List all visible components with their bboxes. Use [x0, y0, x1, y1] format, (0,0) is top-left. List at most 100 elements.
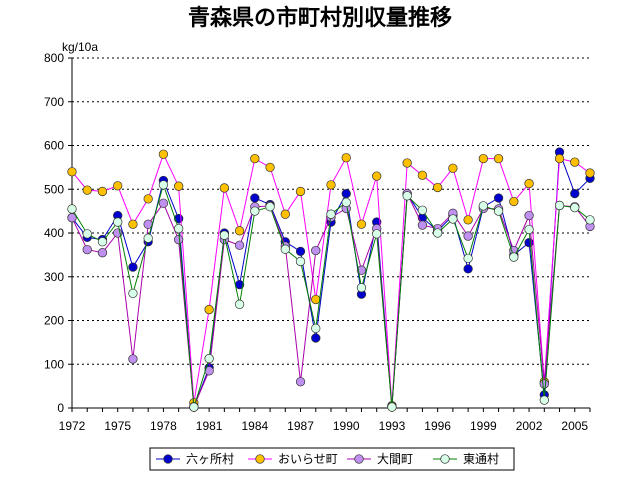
legend: 六ヶ所村 おいらせ町 大間町 東通村	[149, 447, 515, 471]
data-point	[128, 262, 138, 272]
data-point	[219, 230, 230, 240]
data-point	[97, 186, 108, 197]
data-point	[219, 183, 230, 193]
legend-marker	[255, 454, 265, 464]
data-point	[143, 194, 153, 204]
y-tick-label: 100	[44, 357, 64, 371]
data-point	[463, 215, 473, 225]
data-point	[356, 219, 367, 229]
y-tick-label: 700	[44, 95, 64, 109]
x-tick-label: 1996	[424, 419, 451, 433]
series-line	[71, 151, 591, 408]
data-point	[250, 153, 260, 164]
data-point	[448, 214, 458, 224]
data-point	[234, 240, 245, 250]
data-point	[387, 402, 397, 412]
data-point	[265, 162, 275, 173]
data-point	[417, 205, 428, 215]
data-point	[493, 153, 504, 164]
data-point	[234, 226, 245, 236]
data-point	[463, 253, 473, 264]
data-point	[82, 244, 92, 255]
legend-marker	[354, 454, 364, 464]
data-point	[417, 170, 428, 180]
data-point	[570, 202, 580, 213]
data-point	[250, 206, 260, 216]
data-point	[128, 219, 138, 229]
data-point	[478, 201, 489, 211]
legend-item-3: 東通村	[433, 452, 499, 466]
data-point	[570, 188, 580, 199]
legend-label: 大間町	[377, 452, 413, 466]
data-point	[372, 229, 382, 239]
series-group	[67, 147, 595, 412]
data-point	[509, 196, 519, 207]
data-point	[524, 178, 534, 189]
data-point	[295, 377, 306, 387]
data-point	[493, 193, 504, 203]
x-tick-label: 2002	[516, 419, 543, 433]
data-point	[97, 248, 108, 258]
data-point	[326, 209, 336, 219]
data-point	[280, 209, 290, 219]
data-point	[341, 188, 351, 199]
x-tick-label: 1993	[379, 419, 406, 433]
data-point	[372, 171, 382, 181]
y-axis-ticks: 0 100 200 300 400 500 600 700 800	[44, 51, 72, 415]
data-point	[311, 245, 321, 256]
data-point	[158, 198, 169, 208]
data-point	[173, 223, 184, 234]
data-point	[524, 210, 534, 221]
series-3	[67, 180, 595, 412]
data-point	[554, 153, 565, 164]
data-point	[326, 180, 336, 190]
data-point	[539, 379, 549, 389]
legend-label: おいらせ町	[278, 452, 338, 466]
y-tick-label: 400	[44, 226, 64, 240]
x-tick-label: 1984	[241, 419, 268, 433]
x-tick-label: 2005	[561, 419, 588, 433]
data-point	[463, 231, 473, 241]
data-point	[82, 185, 92, 195]
data-point	[417, 220, 428, 230]
data-point	[402, 191, 412, 201]
legend-label: 東通村	[463, 452, 499, 466]
data-point	[113, 181, 123, 191]
y-tick-label: 200	[44, 314, 64, 328]
data-point	[585, 215, 595, 225]
data-point	[341, 197, 351, 208]
data-point	[128, 288, 138, 299]
x-tick-label: 1990	[333, 419, 360, 433]
data-point	[250, 193, 260, 203]
x-tick-label: 1981	[196, 419, 223, 433]
x-axis-ticks: 1972 1975 1978 1981 1984 1987 1990 1993 1996 1999…	[59, 408, 591, 433]
legend-item-1: おいらせ町	[248, 452, 338, 466]
series-1	[67, 149, 595, 411]
data-point	[143, 233, 153, 243]
chart-title: 青森県の市町村別収量推移	[188, 5, 452, 31]
data-point	[234, 299, 245, 309]
data-point	[158, 149, 169, 159]
data-point	[570, 157, 580, 167]
y-tick-label: 500	[44, 182, 64, 196]
data-point	[173, 234, 184, 245]
axes	[71, 58, 590, 409]
data-point	[295, 256, 306, 267]
x-tick-label: 1987	[287, 419, 314, 433]
data-point	[539, 395, 549, 405]
data-point	[356, 265, 367, 275]
data-point	[128, 354, 138, 364]
data-point	[554, 200, 565, 211]
grid-lines	[72, 57, 590, 365]
data-point	[67, 204, 77, 214]
legend-label: 六ヶ所村	[186, 452, 234, 466]
data-point	[204, 353, 214, 364]
x-tick-label: 1978	[150, 419, 177, 433]
data-point	[265, 202, 275, 212]
data-point	[189, 402, 199, 412]
data-point	[524, 224, 534, 235]
legend-item-2: 大間町	[347, 452, 413, 466]
legend-marker	[440, 454, 450, 464]
data-point	[509, 252, 519, 262]
